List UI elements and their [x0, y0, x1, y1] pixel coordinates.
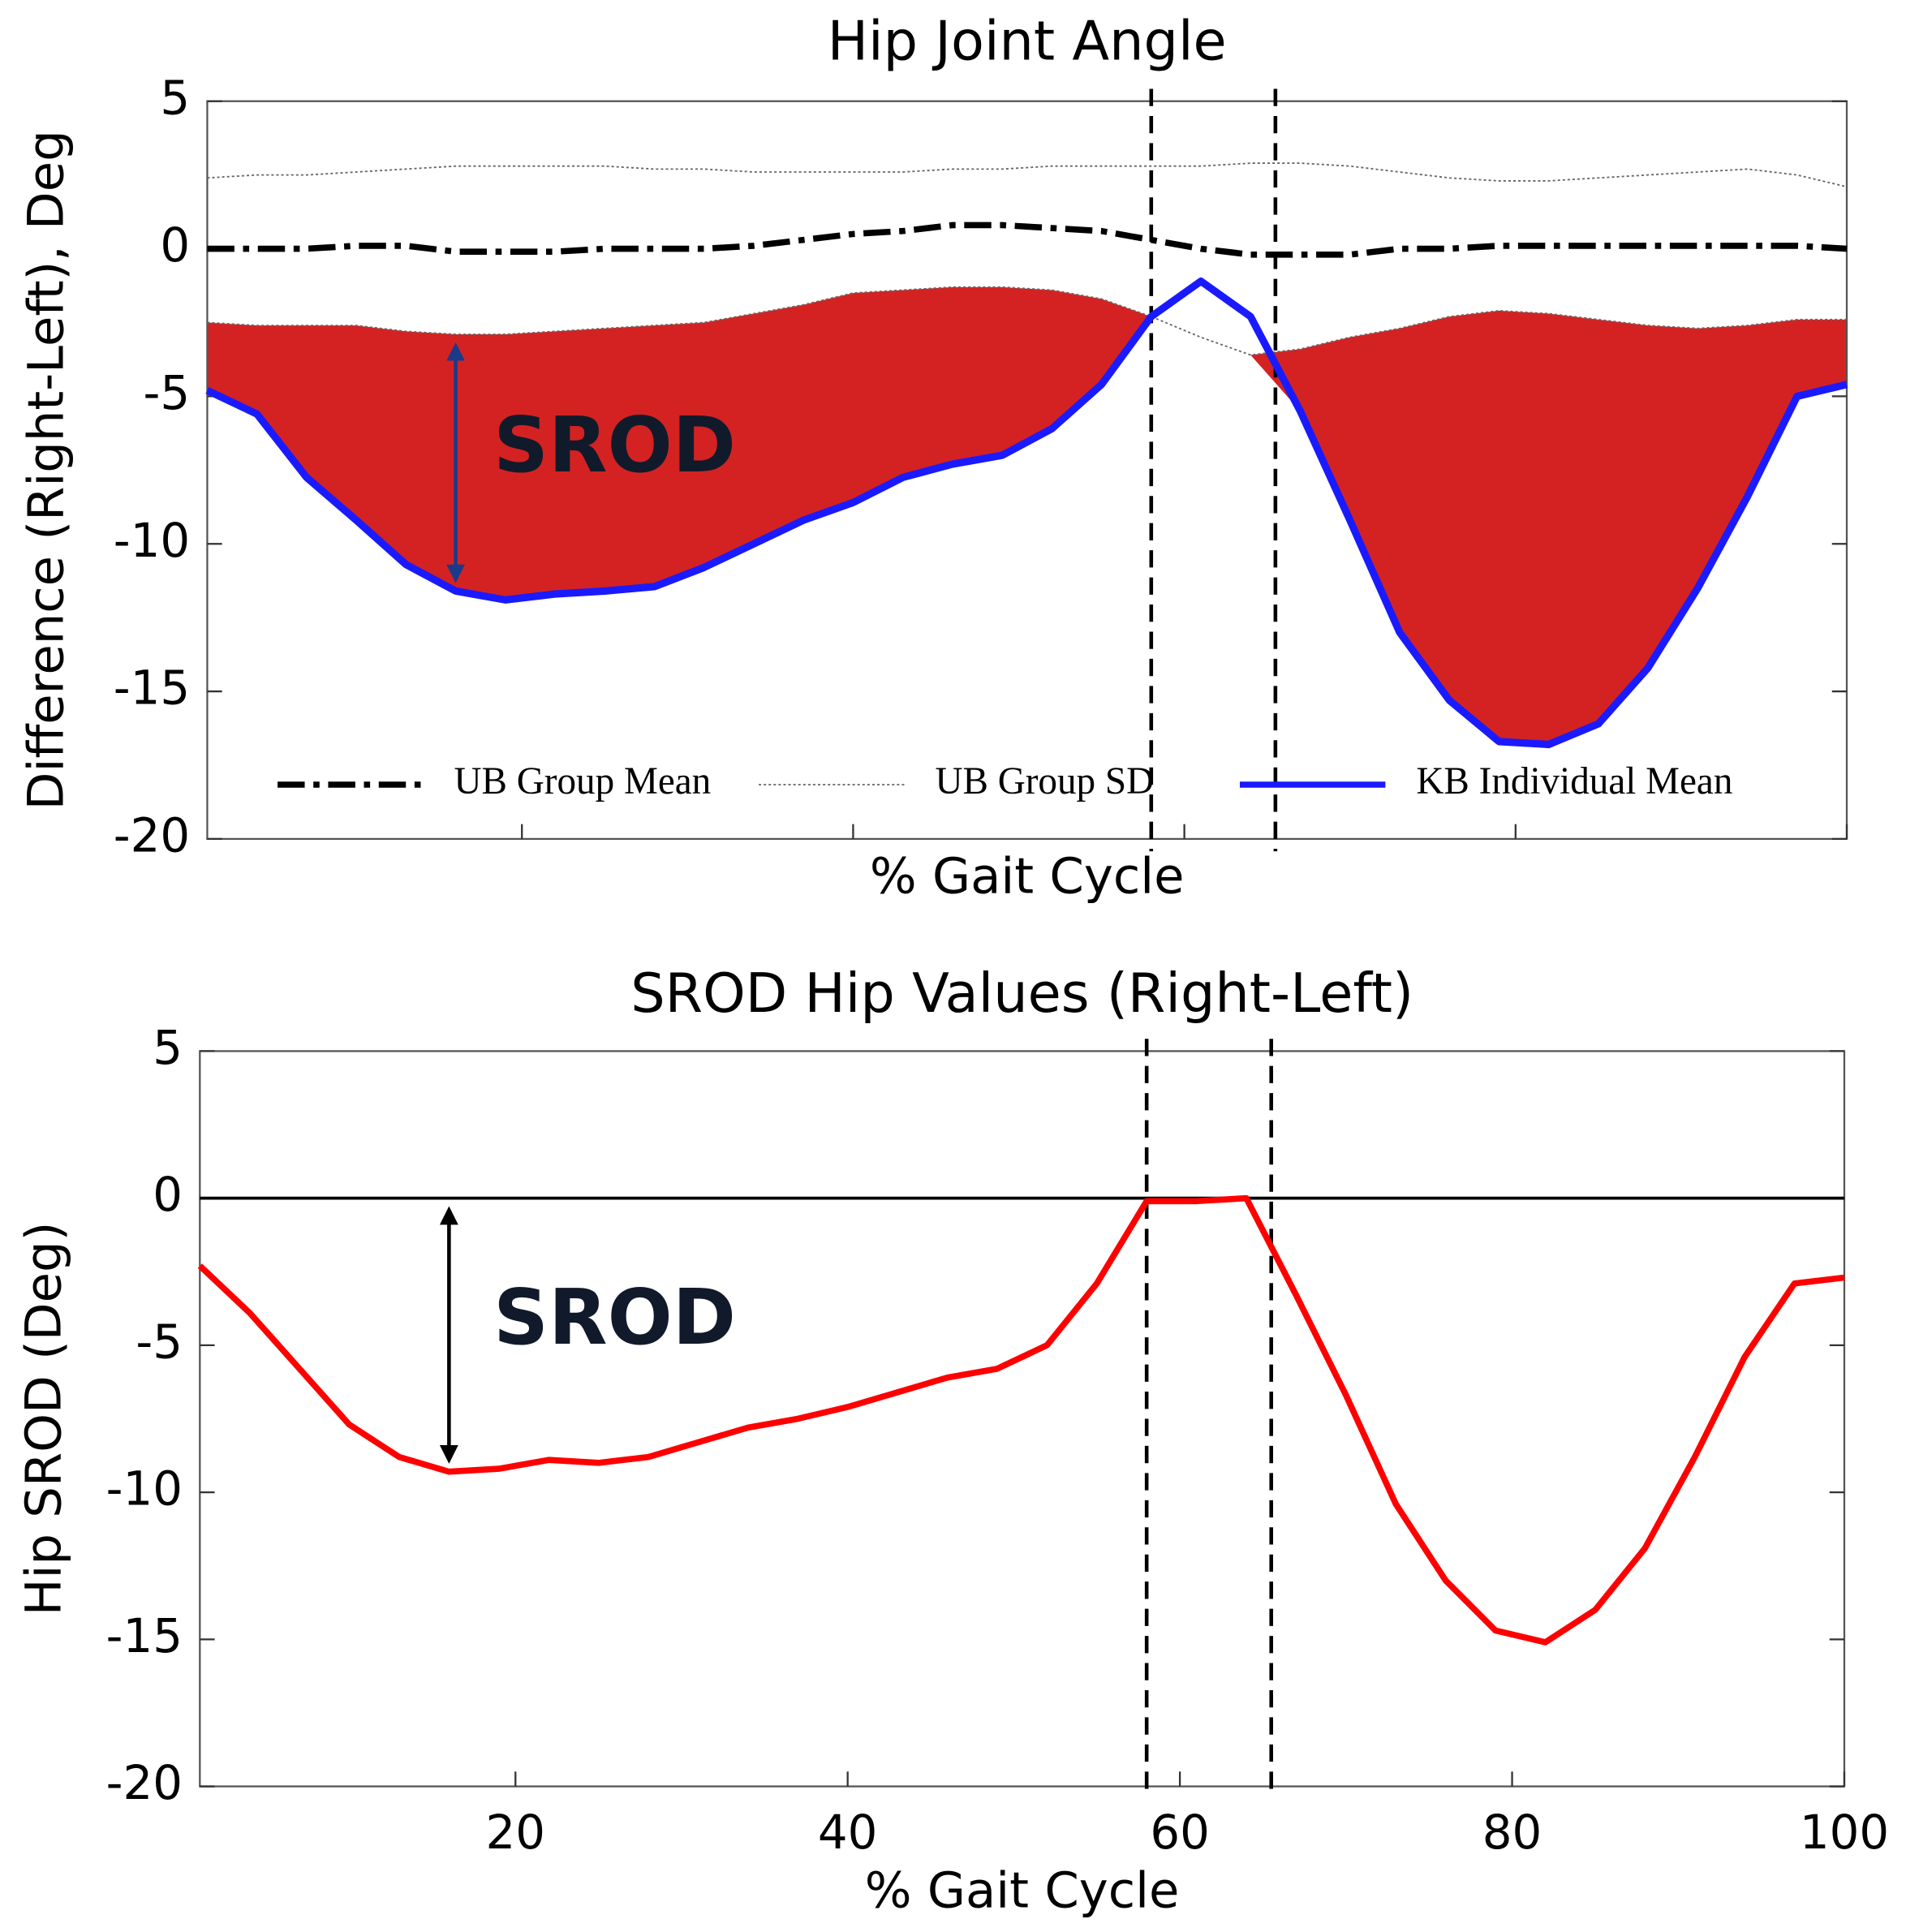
x-tick-label: 60 — [1150, 1805, 1210, 1860]
legend-label: KB Individual Mean — [1416, 760, 1732, 802]
series-line — [197, 1194, 1845, 1646]
y-tick-label: -15 — [114, 660, 190, 716]
plot-frame — [199, 1050, 1846, 1788]
y-tick-label: 5 — [153, 1020, 183, 1075]
y-tick-label: -20 — [114, 808, 190, 863]
x-tick-label: 20 — [486, 1805, 546, 1860]
y-tick-label: 5 — [160, 70, 190, 125]
chart-title: Hip Joint Angle — [828, 9, 1227, 72]
x-tick-label: 40 — [818, 1805, 878, 1860]
y-tick-label: -15 — [106, 1608, 183, 1663]
y-tick-label: -10 — [106, 1461, 183, 1517]
x-axis-label: % Gait Cycle — [870, 849, 1185, 906]
legend-label: UB Group SD — [935, 760, 1154, 802]
y-tick-label: 0 — [160, 217, 190, 273]
annotation: SROD — [493, 1274, 736, 1362]
shaded-area — [207, 286, 1848, 745]
series-line — [207, 286, 1848, 356]
x-axis-label: % Gait Cycle — [865, 1862, 1180, 1919]
series-line — [207, 222, 1848, 258]
x-tick-label: 80 — [1482, 1805, 1542, 1860]
plot-frame — [206, 100, 1848, 841]
y-tick-label: 0 — [153, 1167, 183, 1222]
series-line — [207, 162, 1848, 188]
x-tick-label: 100 — [1800, 1805, 1889, 1860]
y-tick-label: -10 — [114, 513, 190, 568]
annotation: SROD — [493, 402, 736, 490]
y-axis-label: Hip SROD (Deg) — [15, 1222, 72, 1616]
y-tick-label: -5 — [144, 365, 191, 420]
series-line — [205, 277, 1848, 749]
y-tick-label: -20 — [106, 1755, 183, 1810]
chart-title: SROD Hip Values (Right-Left) — [630, 962, 1413, 1025]
legend-label: UB Group Mean — [454, 760, 712, 802]
y-axis-label: Difference (Right-Left), Deg — [18, 130, 75, 810]
y-tick-label: -5 — [136, 1314, 183, 1369]
